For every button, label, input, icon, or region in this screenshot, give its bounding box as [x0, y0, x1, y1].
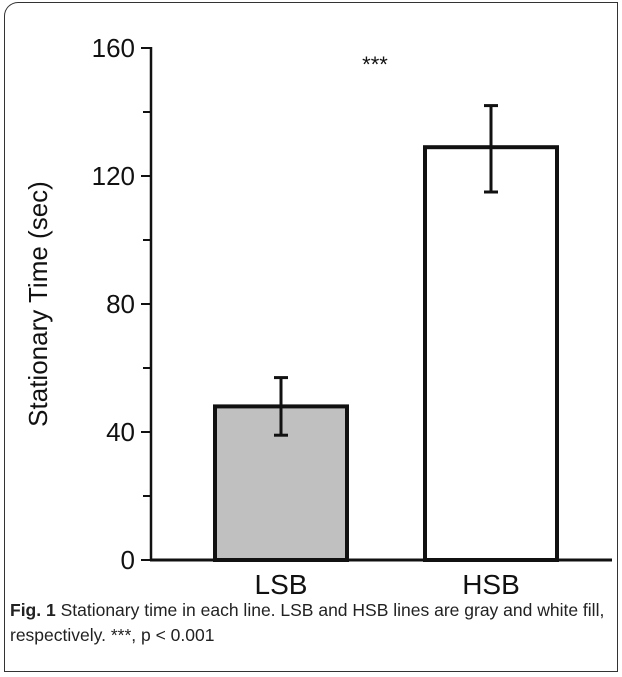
- bar-chart: 0 40 80 120 160 LSB HSB Stationary Time (sec)…: [23, 33, 612, 600]
- y-tick-label: 80: [106, 289, 135, 319]
- x-tick-label-lsb: LSB: [255, 569, 308, 600]
- significance-label: ***: [362, 52, 388, 77]
- y-axis-ticks: 0 40 80 120 160: [92, 33, 151, 575]
- y-axis-label: Stationary Time (sec): [23, 181, 53, 427]
- caption-text: Stationary time in each line. LSB and HS…: [10, 600, 605, 645]
- x-axis-tick-labels: LSB HSB: [255, 569, 520, 600]
- x-tick-label-hsb: HSB: [462, 569, 520, 600]
- figure-caption: Fig. 1 Stationary time in each line. LSB…: [10, 598, 610, 648]
- y-tick-label: 40: [106, 417, 135, 447]
- y-tick-label: 0: [121, 545, 135, 575]
- figure-frame: [4, 2, 618, 672]
- figure-frame-bottom: [4, 671, 618, 672]
- figure-label: Fig. 1: [10, 600, 56, 620]
- bars: [213, 145, 559, 562]
- bar-hsb: [423, 145, 559, 562]
- y-tick-label: 160: [92, 33, 135, 63]
- error-bars: [274, 104, 498, 437]
- y-tick-label: 120: [92, 161, 135, 191]
